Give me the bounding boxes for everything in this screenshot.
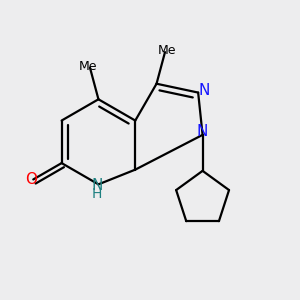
Text: O: O [25, 172, 37, 187]
Text: N: N [198, 83, 210, 98]
Text: H: H [92, 187, 102, 200]
Text: N: N [91, 178, 103, 194]
Text: Me: Me [79, 60, 98, 73]
Text: Me: Me [158, 44, 176, 57]
Text: N: N [197, 124, 208, 139]
